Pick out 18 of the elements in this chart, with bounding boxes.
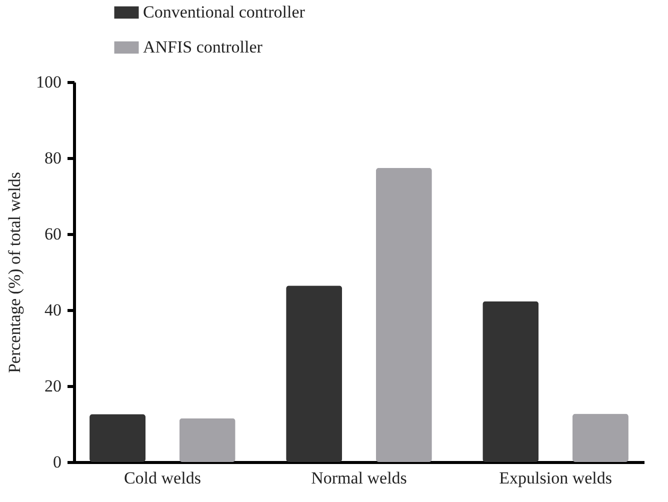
x-tick-label: Expulsion welds (499, 468, 612, 488)
legend-label: ANFIS controller (143, 38, 263, 56)
bar (286, 286, 342, 462)
y-tick-label: 40 (44, 300, 62, 320)
bar (572, 414, 628, 462)
y-tick-label: 100 (36, 72, 62, 92)
y-tick-label: 80 (44, 148, 62, 168)
bar (90, 414, 146, 462)
y-tick-label: 60 (44, 224, 62, 244)
x-tick-label: Cold welds (124, 468, 201, 488)
bar (376, 168, 432, 462)
y-tick-label: 0 (53, 452, 62, 472)
bar (482, 301, 539, 462)
y-tick-label: 20 (44, 376, 62, 396)
bar (179, 418, 236, 462)
y-axis-title: Percentage (%) of total welds (5, 172, 24, 374)
x-tick-label: Normal welds (311, 468, 407, 488)
legend-label: Conventional controller (143, 2, 306, 22)
